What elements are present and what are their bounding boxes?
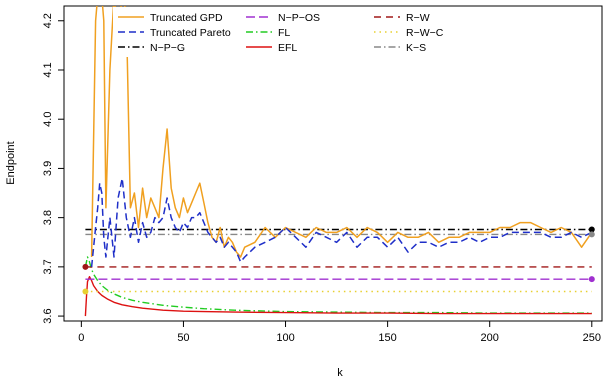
x-tick-label: 50 [177,332,189,344]
x-axis: 0 50 100 150 200 250 [78,320,601,344]
y-tick-label: 3.9 [42,161,54,176]
x-tick-label: 100 [276,332,294,344]
series-layer [84,6,593,317]
legend-label: Truncated GPD [150,12,223,24]
series-line-fl [84,256,592,314]
y-tick-label: 4.1 [42,62,54,77]
x-axis-title: k [337,367,343,379]
series-line-efl [84,276,592,317]
y-tick-label: 4.2 [42,13,54,28]
endpoint-marker-0 [82,263,89,270]
x-tick-label: 150 [378,332,396,344]
legend: Truncated GPD Truncated Pareto N−P−G N−P−OS… [113,7,444,57]
legend-label: FL [278,27,290,39]
legend-background [113,7,443,57]
legend-label: N−P−G [150,42,185,54]
endpoint-marker-1 [82,288,89,295]
legend-label: K−S [406,42,426,54]
legend-label: Truncated Pareto [150,27,231,39]
y-tick-label: 4.0 [42,112,54,127]
y-tick-label: 3.6 [42,308,54,323]
legend-label: N−P−OS [278,12,320,24]
y-axis: 3.6 3.7 3.8 3.9 4.0 4.1 4.2 [42,13,64,324]
x-tick-label: 0 [78,332,84,344]
endpoint-marker-2 [588,226,595,233]
x-tick-label: 250 [583,332,601,344]
series-line-truncated-gpd [90,6,593,258]
y-axis-title: Endpoint [5,141,17,184]
marker-layer [82,226,595,295]
endpoint-marker-3 [588,231,595,238]
series-line-truncated-pareto [90,177,593,267]
x-tick-label: 200 [481,332,499,344]
y-tick-label: 3.7 [42,259,54,274]
legend-label: R−W−C [406,27,444,39]
y-tick-label: 3.8 [42,210,54,225]
endpoint-marker-4 [588,276,595,283]
legend-label: EFL [278,42,297,54]
legend-label: R−W [406,12,430,24]
